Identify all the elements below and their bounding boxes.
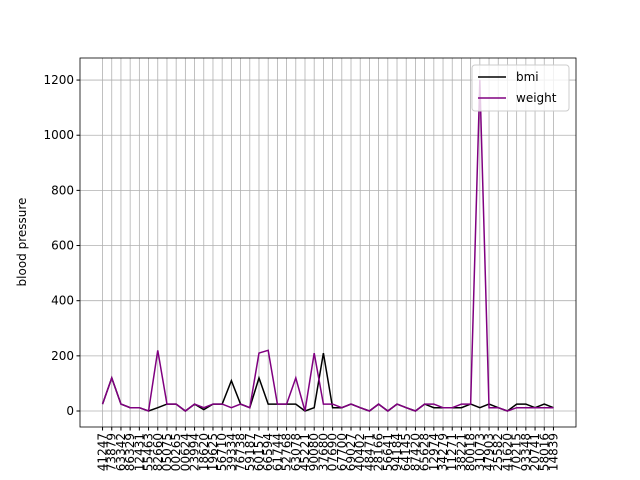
legend-label: weight — [516, 91, 557, 105]
x-tick-label: 05075 — [160, 433, 174, 471]
y-tick-label: 800 — [51, 183, 74, 197]
x-tick-label: 14839 — [546, 433, 560, 471]
x-tick-label: 67700 — [335, 433, 349, 471]
line-series — [101, 352, 554, 412]
x-tick-label: 52768 — [280, 433, 294, 471]
y-tick-label: 400 — [51, 294, 74, 308]
x-tick-label: 38221 — [454, 433, 468, 471]
x-tick-label: 00624 — [178, 433, 192, 471]
line-series — [101, 80, 554, 413]
x-tick-label: 59187 — [243, 433, 257, 471]
x-tick-label: 87420 — [408, 433, 422, 471]
x-tick-label: 63342 — [114, 433, 128, 471]
x-tick-label: 66594 — [261, 433, 275, 471]
x-tick-label: 18620 — [197, 433, 211, 471]
y-tick-label: 200 — [51, 349, 74, 363]
x-tick-label: 70215 — [510, 433, 524, 471]
x-tick-label: 47903 — [482, 433, 496, 471]
x-tick-label: 73879 — [105, 433, 119, 471]
x-tick-label: 23994 — [188, 433, 202, 471]
x-tick-label: 41247 — [96, 433, 110, 471]
x-tick-label: 63078 — [289, 433, 303, 471]
x-tick-label: 76738 — [234, 433, 248, 471]
legend-label: bmi — [516, 70, 539, 84]
x-tick-label: 56710 — [215, 433, 229, 471]
x-tick-label: 20741 — [528, 433, 542, 471]
x-tick-label: 40402 — [353, 433, 367, 471]
y-tick-label: 1000 — [43, 128, 74, 142]
y-tick-label: 1200 — [43, 73, 74, 87]
x-tick-label: 69027 — [344, 433, 358, 471]
x-tick-label: 64145 — [399, 433, 413, 471]
x-tick-label: 34279 — [436, 433, 450, 471]
y-axis-label: blood pressure — [15, 198, 29, 287]
x-tick-label: 48471 — [362, 433, 376, 471]
legend: bmi weight — [471, 64, 570, 112]
x-tick-label: 39334 — [224, 433, 238, 471]
x-tick-label: 31073 — [473, 433, 487, 471]
x-tick-label: 93348 — [519, 433, 533, 471]
x-tick-label: 82660 — [151, 433, 165, 471]
x-tick-label: 12431 — [132, 433, 146, 471]
x-tick-label: 58016 — [537, 433, 551, 471]
x-tick-label: 61744 — [270, 433, 284, 471]
x-tick-label: 25582 — [491, 433, 505, 471]
x-tick-label: 60157 — [252, 433, 266, 471]
x-tick-label: 94184 — [390, 433, 404, 471]
x-tick-label: 28166 — [372, 433, 386, 471]
x-tick-label: 80018 — [464, 433, 478, 471]
x-tick-label: 56641 — [381, 433, 395, 471]
y-tick-label: 600 — [51, 239, 74, 253]
x-tick-label: 37680 — [316, 433, 330, 471]
x-tick-label: 11271 — [445, 433, 459, 471]
x-tick-label: 90080 — [307, 433, 321, 471]
plot-frame — [79, 57, 577, 428]
y-tick-label: 0 — [66, 404, 74, 418]
x-tick-label: 65628 — [418, 433, 432, 471]
x-tick-label: 45221 — [298, 433, 312, 471]
x-tick-label: 55463 — [142, 433, 156, 471]
x-tick-label: 86329 — [123, 433, 137, 471]
x-tick-label: 41620 — [500, 433, 514, 471]
x-tick-label: 07690 — [326, 433, 340, 471]
x-tick-label: 12974 — [427, 433, 441, 471]
x-tick-label: 00265 — [169, 433, 183, 471]
x-tick-label: 19625 — [206, 433, 220, 471]
